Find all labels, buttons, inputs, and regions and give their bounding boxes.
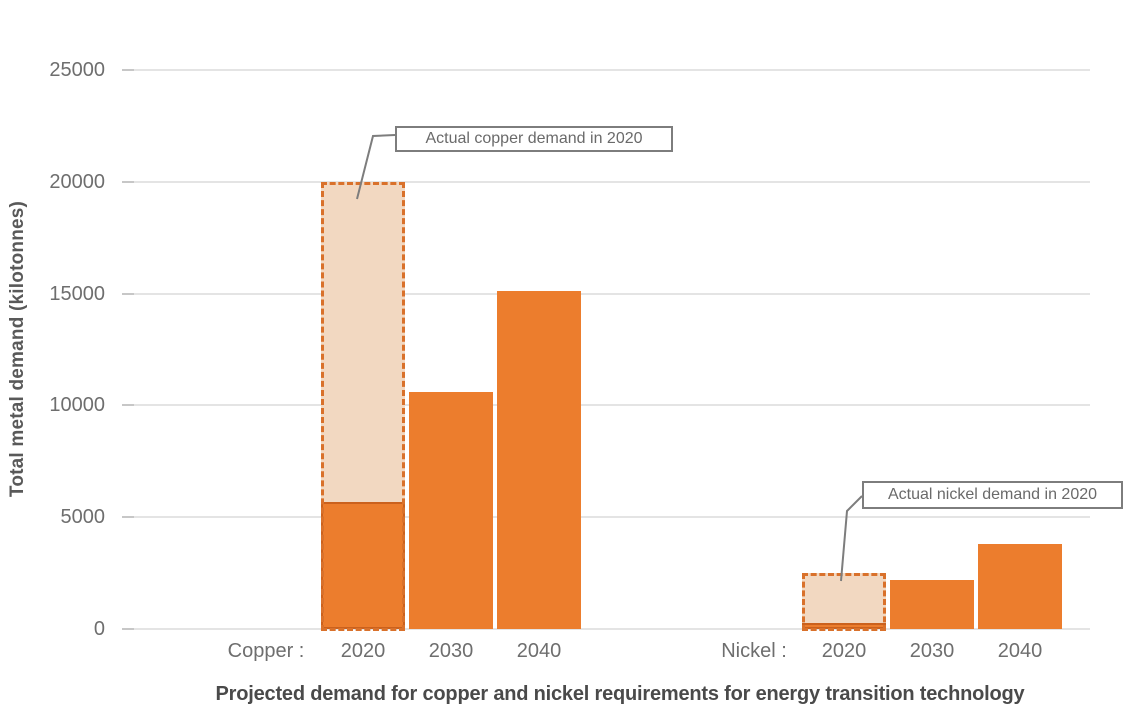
y-axis-tick bbox=[122, 516, 134, 519]
y-axis-tick bbox=[122, 628, 134, 630]
nickel-actual-2020-dashed-outline bbox=[802, 573, 886, 631]
y-axis-tick bbox=[122, 292, 134, 295]
nickel-year-label-2020: 2020 bbox=[821, 640, 867, 662]
copper-projected-bar-2020 bbox=[321, 501, 405, 629]
copper-year-label-2040: 2040 bbox=[516, 640, 562, 662]
nickel-year-label-2030: 2030 bbox=[909, 640, 955, 662]
y-axis-tick bbox=[122, 180, 134, 183]
nickel-year-label-2040: 2040 bbox=[997, 640, 1043, 662]
nickel-annotation-box: Actual nickel demand in 2020 bbox=[862, 481, 1123, 509]
copper-group-label: Copper : bbox=[227, 640, 305, 662]
copper-projected-bar-2040 bbox=[497, 291, 581, 629]
gridline bbox=[122, 292, 1090, 295]
nickel-actual-2020-fill bbox=[802, 573, 886, 629]
y-axis-tick-label: 5000 bbox=[60, 506, 106, 529]
y-axis-tick bbox=[122, 69, 134, 71]
gridline bbox=[122, 404, 1090, 407]
y-axis-tick-label: 15000 bbox=[49, 282, 105, 305]
y-axis-tick-label: 20000 bbox=[49, 170, 105, 193]
copper-projected-bar-2030 bbox=[409, 391, 493, 629]
y-axis-tick-label: 10000 bbox=[49, 394, 105, 417]
copper-year-label-2020: 2020 bbox=[340, 640, 386, 662]
nickel-group-label: Nickel : bbox=[721, 640, 787, 662]
copper-annotation-box: Actual copper demand in 2020 bbox=[395, 126, 673, 152]
y-axis-tick-label: 0 bbox=[93, 618, 105, 640]
nickel-projected-bar-2030 bbox=[890, 579, 974, 629]
gridline bbox=[122, 180, 1090, 183]
gridline bbox=[122, 516, 1090, 519]
copper-year-label-2030: 2030 bbox=[428, 640, 474, 662]
gridline bbox=[122, 69, 1090, 71]
copper-actual-2020-dashed-outline bbox=[321, 181, 405, 631]
y-axis-tick bbox=[122, 404, 134, 407]
nickel-projected-bar-2040 bbox=[978, 544, 1062, 629]
gridline bbox=[122, 628, 1090, 630]
y-axis-tick-label: 25000 bbox=[49, 59, 105, 81]
chart-title: Projected demand for copper and nickel r… bbox=[215, 683, 1025, 705]
